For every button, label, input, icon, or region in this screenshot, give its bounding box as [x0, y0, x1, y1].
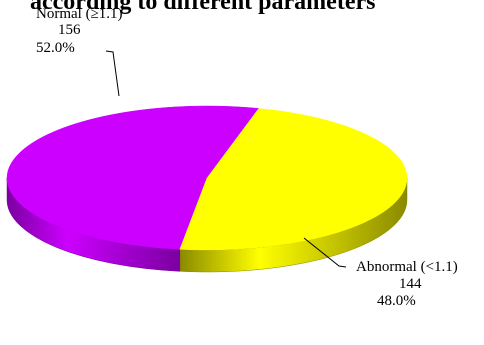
slice-label-normal-count: 156 [58, 22, 81, 38]
pie-slice-normal [6, 105, 260, 250]
leader-line-normal [105, 50, 120, 97]
pie-slice-abnormal [179, 108, 408, 251]
leader-line-abnormal [303, 237, 347, 268]
slice-label-abnormal-name: Abnormal (<1.1) [356, 259, 458, 275]
slice-label-normal-name: Normal (≥1.1) [36, 6, 123, 22]
slice-label-abnormal-percent: 48.0% [377, 293, 416, 309]
slice-label-abnormal-count: 144 [399, 276, 422, 292]
slice-label-normal-percent: 52.0% [36, 40, 75, 56]
chart-title: according to different parameters [30, 0, 376, 15]
